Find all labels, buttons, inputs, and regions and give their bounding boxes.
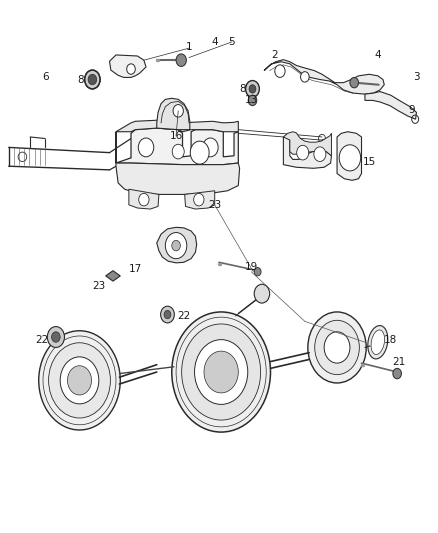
Text: 18: 18: [384, 335, 397, 345]
Circle shape: [172, 144, 184, 159]
Circle shape: [204, 351, 238, 393]
Circle shape: [127, 64, 135, 74]
Circle shape: [172, 312, 271, 432]
Text: 9: 9: [409, 105, 416, 115]
Text: 13: 13: [244, 95, 258, 106]
Circle shape: [52, 332, 60, 342]
Polygon shape: [157, 228, 197, 263]
Text: 22: 22: [177, 311, 191, 321]
Circle shape: [173, 104, 184, 117]
Circle shape: [164, 310, 171, 319]
Polygon shape: [110, 55, 146, 77]
Circle shape: [248, 95, 257, 106]
Circle shape: [190, 141, 209, 164]
Circle shape: [194, 340, 248, 405]
Circle shape: [314, 147, 326, 161]
Ellipse shape: [368, 326, 388, 359]
Circle shape: [85, 70, 100, 89]
Polygon shape: [116, 120, 238, 132]
Circle shape: [315, 320, 359, 375]
Circle shape: [275, 65, 285, 77]
Circle shape: [60, 357, 99, 404]
Polygon shape: [116, 163, 240, 195]
Text: 3: 3: [413, 72, 420, 83]
Text: 16: 16: [170, 131, 183, 141]
Polygon shape: [106, 271, 120, 281]
Circle shape: [194, 193, 204, 206]
Polygon shape: [116, 128, 238, 165]
Polygon shape: [283, 132, 332, 156]
Text: 2: 2: [272, 50, 278, 60]
Circle shape: [176, 54, 187, 67]
Circle shape: [138, 138, 154, 157]
Polygon shape: [129, 189, 159, 209]
Text: 21: 21: [392, 357, 405, 367]
Text: 22: 22: [35, 335, 49, 345]
Circle shape: [203, 138, 218, 157]
Text: 5: 5: [229, 37, 235, 47]
Polygon shape: [283, 137, 332, 168]
Circle shape: [308, 312, 366, 383]
Circle shape: [88, 74, 97, 85]
Circle shape: [139, 193, 149, 206]
Circle shape: [350, 77, 358, 88]
Circle shape: [172, 240, 180, 251]
Text: 8: 8: [78, 75, 84, 85]
Circle shape: [39, 331, 120, 430]
Text: 4: 4: [374, 50, 381, 60]
Polygon shape: [157, 98, 190, 130]
Text: 4: 4: [212, 37, 218, 47]
Polygon shape: [365, 92, 417, 119]
Circle shape: [166, 232, 187, 259]
Circle shape: [324, 332, 350, 363]
Text: 23: 23: [208, 200, 221, 210]
Text: 6: 6: [42, 72, 49, 83]
Circle shape: [254, 268, 261, 276]
Circle shape: [49, 343, 110, 418]
Polygon shape: [185, 191, 215, 209]
Polygon shape: [337, 132, 361, 180]
Text: 19: 19: [244, 262, 258, 271]
Circle shape: [47, 327, 64, 348]
Text: 17: 17: [129, 264, 142, 274]
Circle shape: [67, 366, 92, 395]
Circle shape: [393, 368, 402, 379]
Ellipse shape: [371, 330, 385, 354]
Circle shape: [161, 306, 174, 323]
Text: 23: 23: [92, 281, 106, 291]
Text: 1: 1: [186, 42, 192, 52]
Circle shape: [297, 146, 309, 160]
Circle shape: [339, 145, 360, 171]
Circle shape: [300, 71, 309, 82]
Polygon shape: [264, 60, 384, 94]
Text: 8: 8: [239, 84, 246, 94]
Text: 15: 15: [363, 157, 376, 167]
Circle shape: [254, 284, 270, 303]
Circle shape: [246, 80, 259, 97]
Circle shape: [182, 324, 261, 420]
Circle shape: [249, 85, 256, 93]
